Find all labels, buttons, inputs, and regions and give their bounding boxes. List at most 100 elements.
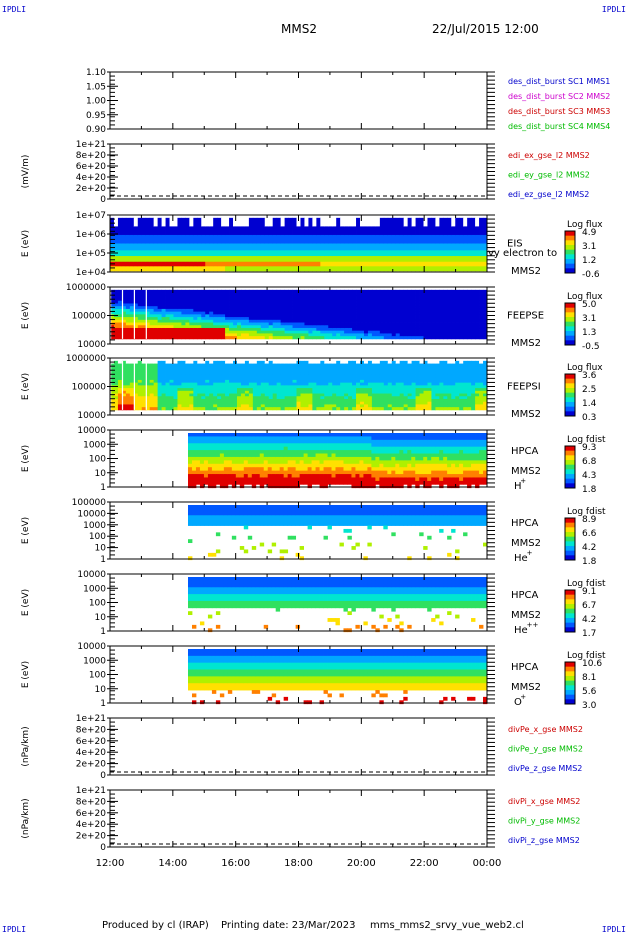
heatmap-cell — [336, 404, 341, 408]
heatmap-cell — [459, 217, 464, 227]
heatmap-cell — [296, 390, 301, 394]
heatmap-cell — [479, 295, 484, 299]
heatmap-cell — [153, 261, 159, 267]
heatmap-cell — [239, 474, 245, 478]
heatmap-cell — [240, 325, 246, 329]
heatmap-cell — [279, 433, 285, 437]
heatmap-cell — [443, 317, 448, 321]
heatmap-cell — [121, 325, 127, 329]
heatmap-cell — [165, 407, 170, 411]
heatmap-cell — [288, 374, 293, 378]
heatmap-cell — [363, 396, 369, 400]
heatmap-cell — [193, 369, 198, 373]
heatmap-cell — [271, 439, 277, 444]
heatmap-cell — [387, 289, 393, 293]
heatmap-cell — [287, 460, 293, 465]
heatmap-cell — [308, 266, 313, 272]
heatmap-cell — [268, 388, 274, 392]
heatmap-cell — [145, 226, 151, 236]
heatmap-cell — [221, 234, 226, 244]
heatmap-cell — [411, 308, 416, 313]
heatmap-cell — [360, 360, 365, 364]
heatmap-cell — [236, 371, 242, 375]
heatmap-cell — [145, 292, 151, 296]
heatmap-cell — [328, 330, 333, 334]
heatmap-cell — [239, 484, 245, 489]
colorbar-cell — [565, 263, 575, 269]
heatmap-cell — [129, 327, 135, 332]
heatmap-cell — [316, 336, 321, 340]
heatmap-cell — [153, 250, 159, 257]
heatmap-cell — [280, 300, 286, 304]
heatmap-cell — [248, 360, 254, 364]
heatmap-cell — [483, 306, 488, 310]
heatmap-cell — [320, 303, 325, 307]
heatmap-cell — [320, 371, 325, 375]
heatmap-cell — [399, 327, 405, 332]
heatmap-cell — [352, 371, 357, 375]
heatmap-cell — [169, 250, 174, 257]
heatmap-cell — [157, 314, 162, 318]
heatmap-cell — [312, 390, 317, 394]
heatmap-cell — [236, 366, 242, 370]
heatmap-cell — [340, 366, 345, 370]
heatmap-cell — [403, 261, 409, 267]
heatmap-cell — [391, 382, 397, 386]
heatmap-cell — [427, 369, 432, 373]
heatmap-cell — [371, 360, 377, 364]
heatmap-cell — [443, 292, 448, 296]
heatmap-cell — [348, 266, 353, 272]
heatmap-cell — [300, 377, 305, 381]
heatmap-cell — [141, 371, 147, 375]
heatmap-cell — [328, 250, 333, 257]
heatmap-cell — [304, 217, 309, 227]
heatmap-cell — [193, 327, 198, 332]
heatmap-cell — [328, 289, 333, 293]
heatmap-cell — [367, 333, 373, 337]
heatmap-cell — [431, 404, 436, 408]
heatmap-cell — [205, 396, 210, 400]
heatmap-cell — [197, 303, 202, 307]
heatmap-cell — [284, 311, 289, 315]
heatmap-cell — [375, 407, 381, 411]
heatmap-cell — [340, 390, 345, 394]
heatmap-cell — [431, 243, 436, 251]
heatmap-cell — [189, 295, 194, 299]
heatmap-cell — [344, 382, 349, 386]
heatmap-cell — [320, 292, 325, 296]
heatmap-cell — [259, 463, 265, 468]
heatmap-cell — [153, 298, 159, 302]
heatmap-cell — [340, 314, 345, 318]
heatmap-cell — [403, 363, 409, 367]
heatmap-cell — [209, 377, 214, 381]
heatmap-cell — [356, 314, 361, 318]
heatmap-cell — [145, 234, 151, 244]
heatmap-cell — [296, 396, 301, 400]
heatmap-cell — [280, 226, 286, 236]
heatmap-cell — [256, 303, 262, 307]
heatmap-cell — [415, 366, 420, 370]
heatmap-cell — [209, 261, 214, 267]
heatmap-cell — [189, 398, 194, 403]
heatmap-cell — [233, 382, 238, 386]
heatmap-cell — [161, 243, 166, 251]
heatmap-cell — [211, 433, 217, 437]
heatmap-cell — [252, 292, 258, 296]
heatmap-cell — [199, 456, 205, 461]
heatmap-cell — [231, 463, 237, 468]
colorbar-tick-label: 1.3 — [582, 328, 596, 338]
heatmap-cell — [375, 404, 381, 408]
heatmap-cell — [435, 388, 440, 392]
heatmap-cell — [248, 369, 254, 373]
heatmap-cell — [219, 439, 225, 444]
heatmap-cell — [344, 396, 349, 400]
heatmap-cell — [267, 477, 273, 482]
heatmap-cell — [173, 289, 178, 293]
heatmap-cell — [395, 295, 401, 299]
heatmap-cell — [256, 289, 262, 293]
heatmap-cell — [133, 311, 139, 315]
heatmap-cell — [217, 360, 222, 364]
heatmap-cell — [435, 250, 440, 257]
heatmap-cell — [169, 388, 174, 392]
heatmap-cell — [379, 330, 385, 334]
